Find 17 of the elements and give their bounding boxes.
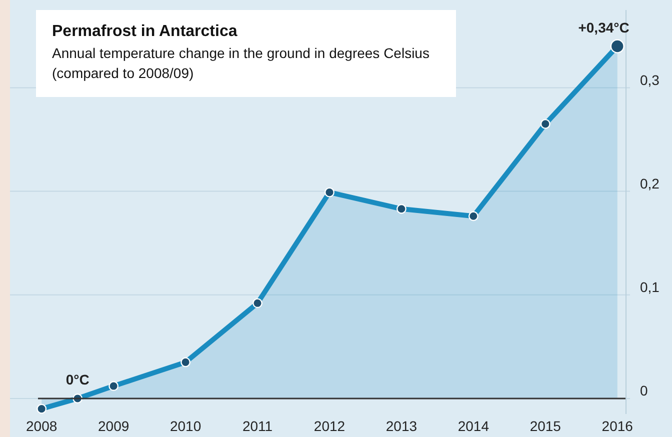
y-tick-label: 0,3 <box>640 72 660 88</box>
text: Annual temperature change in the ground in degrees Celsius (compared to 2008/09) <box>52 45 430 81</box>
x-tick-label: 2014 <box>458 418 490 434</box>
annotation: 0°C <box>66 371 90 388</box>
x-tick-label: 2010 <box>170 418 202 434</box>
annotation: +0,34°C <box>578 19 630 36</box>
x-tick-label: 2015 <box>530 418 562 434</box>
x-tick-label: 2009 <box>98 418 130 434</box>
x-tick-label: 2011 <box>242 418 273 434</box>
x-tick-label: 2008 <box>26 418 58 434</box>
y-tick-label: 0 <box>640 382 648 399</box>
text: Permafrost in Antarctica <box>52 23 238 40</box>
x-tick-label: 2016 <box>602 418 634 434</box>
x-tick-label: 2012 <box>314 418 346 434</box>
x-tick-label: 2013 <box>386 418 418 434</box>
y-tick-label: 0,1 <box>640 279 660 296</box>
y-tick-label: 0,2 <box>640 175 660 192</box>
